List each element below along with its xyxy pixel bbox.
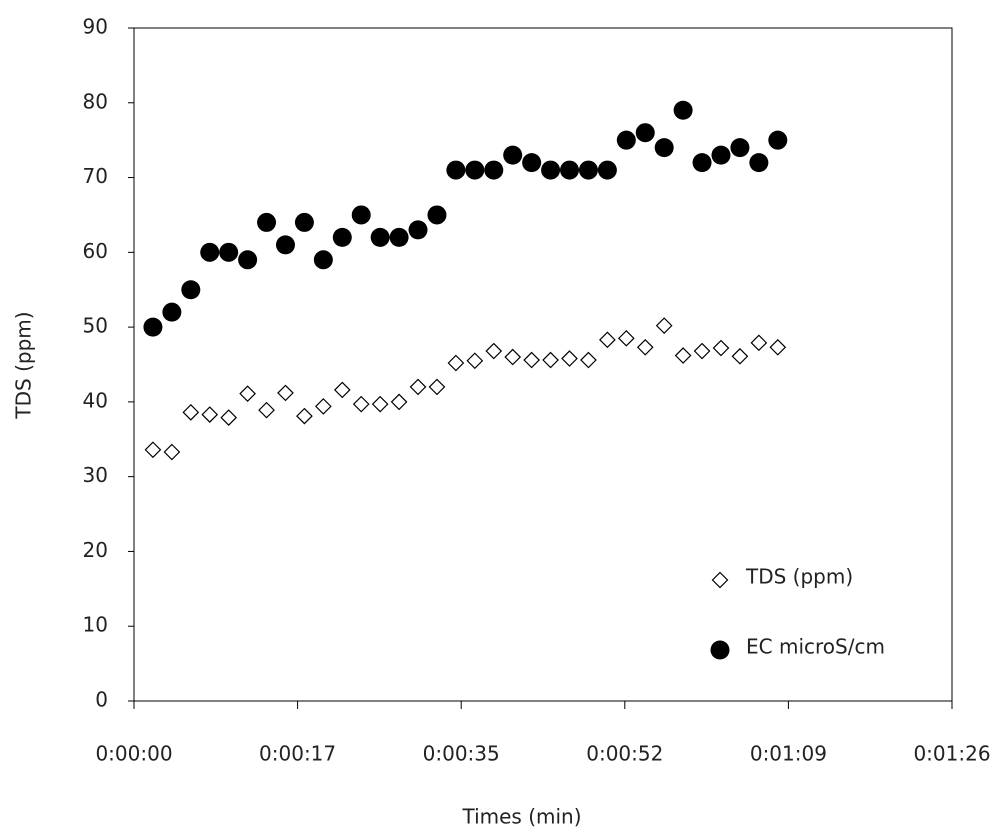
tds-marker [333, 381, 351, 399]
tds-marker [277, 384, 294, 402]
tds-marker [409, 378, 427, 396]
ec-marker [446, 160, 466, 180]
tds-marker [523, 351, 540, 369]
tds-marker [296, 407, 313, 425]
ec-marker [730, 138, 750, 158]
tds-marker [561, 350, 578, 367]
tds-marker [315, 398, 332, 415]
ec-marker [257, 212, 277, 232]
tds-marker [674, 347, 692, 364]
tds-marker [428, 378, 446, 396]
y-tick-label: 60 [83, 239, 108, 263]
ec-marker [654, 138, 674, 158]
ec-marker [616, 130, 636, 150]
ec-marker [692, 153, 712, 173]
x-tick-label: 0:00:35 [423, 742, 500, 766]
y-tick-label: 70 [83, 164, 108, 188]
x-tick-label: 0:00:00 [95, 742, 172, 766]
ec-marker [143, 317, 163, 337]
ec-marker [294, 212, 314, 232]
ec-marker [370, 227, 390, 247]
ec-marker [313, 250, 333, 270]
y-tick-label: 40 [83, 388, 108, 412]
legend-marker [710, 640, 730, 660]
tds-marker [466, 352, 484, 370]
ec-marker [351, 205, 371, 225]
ec-marker [238, 250, 258, 270]
x-tick-label: 0:01:26 [913, 742, 990, 766]
ec-marker [673, 100, 693, 120]
tds-marker [731, 347, 749, 365]
y-tick-label: 80 [83, 89, 108, 113]
tds-marker [144, 441, 162, 459]
ec-marker [578, 160, 598, 180]
y-axis-title: TDS (ppm) [12, 311, 36, 419]
tds-marker [447, 354, 465, 372]
plot-frame [133, 27, 953, 702]
tds-marker [163, 443, 181, 461]
ec-marker [200, 242, 220, 262]
tds-marker [182, 404, 200, 421]
tds-marker [617, 329, 635, 347]
y-tick-label: 10 [83, 613, 108, 637]
ec-marker [711, 145, 731, 165]
tds-marker [750, 334, 768, 352]
tds-marker [371, 395, 389, 413]
x-axis-title: Times (min) [461, 805, 581, 829]
tds-marker [504, 348, 522, 366]
x-tick-label: 0:00:52 [586, 742, 663, 766]
tds-marker [712, 339, 730, 357]
tds-marker [693, 342, 711, 360]
ec-marker [162, 302, 182, 322]
x-tick-label: 0:01:09 [750, 742, 827, 766]
ec-marker [427, 205, 447, 225]
y-tick-label: 20 [83, 538, 108, 562]
tds-marker [485, 342, 503, 360]
tds-marker [542, 351, 559, 369]
ec-marker [219, 242, 239, 262]
y-tick-label: 30 [83, 463, 108, 487]
legend-label: TDS (ppm) [745, 565, 853, 589]
tds-marker [258, 401, 275, 419]
tds-marker [390, 393, 408, 411]
ec-marker [408, 220, 428, 240]
ec-marker [332, 227, 352, 247]
ec-marker [181, 280, 201, 300]
ec-marker [597, 160, 617, 180]
ec-marker [484, 160, 504, 180]
legend-marker [711, 571, 729, 589]
tds-marker [636, 338, 654, 356]
y-tick-label: 90 [83, 15, 108, 39]
ec-marker [465, 160, 485, 180]
tds-marker [352, 395, 370, 413]
tds-marker [239, 385, 256, 403]
y-tick-label: 0 [95, 688, 108, 712]
y-tick-label: 50 [83, 314, 108, 338]
ec-marker [768, 130, 788, 150]
legend-label: EC microS/cm [746, 635, 885, 659]
ec-marker [522, 153, 542, 173]
ec-marker [541, 160, 561, 180]
ec-marker [749, 153, 769, 173]
tds-marker [580, 351, 597, 369]
tds-marker [655, 317, 673, 334]
ec-marker [560, 160, 580, 180]
tds-marker [769, 338, 787, 356]
x-tick-label: 0:00:17 [259, 742, 336, 766]
ec-marker [389, 227, 409, 247]
tds-marker [201, 406, 219, 423]
ec-marker [275, 235, 295, 255]
ec-marker [503, 145, 523, 165]
tds-marker [599, 331, 616, 349]
ec-marker [635, 123, 655, 143]
tds-marker [220, 409, 238, 426]
